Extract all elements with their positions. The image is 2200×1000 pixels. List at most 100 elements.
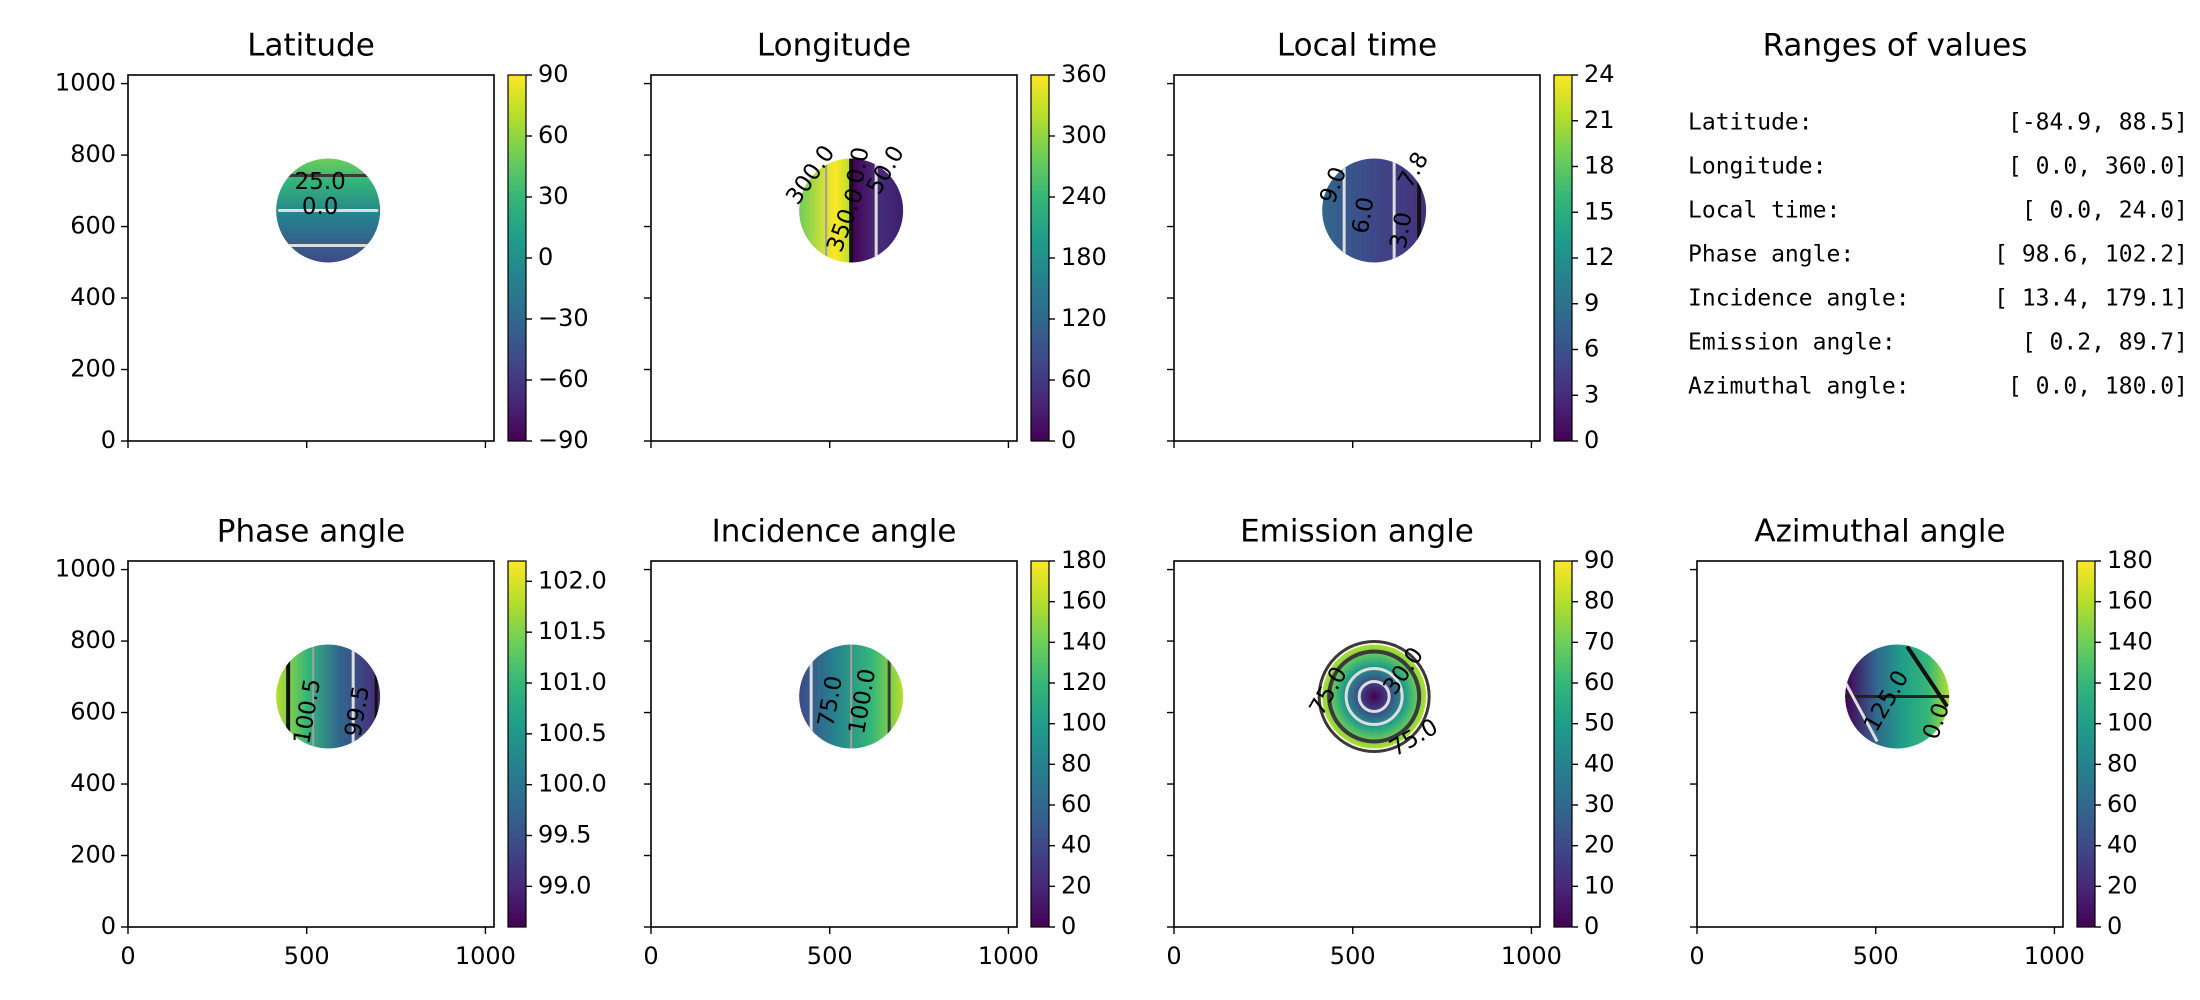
colorbar-tick-label: 120 [1061, 668, 1107, 696]
range-label: Azimuthal angle: [1688, 374, 1910, 400]
colorbar-tick-label: 40 [2107, 831, 2138, 859]
colorbar-tick-label: 140 [1061, 627, 1107, 655]
contour-line [1845, 675, 1879, 743]
range-label: Emission angle: [1688, 330, 1896, 356]
range-value: [ 0.0, 360.0] [2008, 154, 2188, 180]
colorbar-tick-label: 100 [2107, 709, 2153, 737]
colorbar-tick-label: 90 [538, 60, 569, 88]
colorbar-tick-label: 60 [1061, 790, 1092, 818]
range-label: Phase angle: [1688, 242, 1854, 268]
y-tick-label: 400 [70, 283, 116, 311]
contours [278, 173, 379, 247]
colorbar-tick-label: 10 [1584, 871, 1615, 899]
y-tick-label: 600 [70, 698, 116, 726]
colorbar-tick-label: 15 [1584, 197, 1615, 225]
x-tick-label: 500 [1330, 942, 1376, 970]
panel-title: Phase angle [217, 514, 405, 550]
colorbar-tick-label: 300 [1061, 121, 1107, 149]
colorbar-tick-label: 21 [1584, 106, 1615, 134]
range-value: [ 0.2, 89.7] [2022, 330, 2188, 356]
y-tick-label: 1000 [55, 69, 116, 97]
x-tick-label: 500 [1853, 942, 1899, 970]
y-tick-label: 0 [101, 912, 116, 940]
range-value: [ 98.6, 102.2] [1994, 242, 2188, 268]
colorbar-tick-label: 20 [1061, 871, 1092, 899]
panel-5: Phase angle 0 500 1000 0 200 400 600 800 1000 100.… [55, 514, 607, 971]
y-tick-label: 600 [70, 212, 116, 240]
axes-frame [650, 560, 1018, 928]
x-tick-label: 1000 [1501, 942, 1562, 970]
colorbar [1553, 74, 1573, 442]
range-value: [ 0.0, 24.0] [2022, 198, 2188, 224]
panel-title: Local time [1277, 28, 1437, 64]
y-tick-label: 0 [101, 426, 116, 454]
colorbar-tick-label: 90 [1584, 546, 1615, 574]
axes-frame [650, 74, 1018, 442]
axes-frame [1173, 560, 1541, 928]
colorbar-tick-label: 100 [1061, 709, 1107, 737]
colorbar-tick-label: 240 [1061, 182, 1107, 210]
colorbar-tick-label: 101.5 [538, 617, 607, 645]
range-label: Incidence angle: [1688, 286, 1910, 312]
colorbar [2076, 560, 2096, 928]
panel-2: Longitude300.0350.00.050.036030024018012… [644, 28, 1107, 454]
panel-4: Ranges of values Latitude: [-84.9, 88.5] Lo… [1688, 28, 2188, 400]
colorbar [507, 560, 527, 928]
colorbar-tick-label: 30 [538, 182, 569, 210]
contour-line [1317, 639, 1431, 753]
x-tick-label: 500 [807, 942, 853, 970]
colorbar [1553, 560, 1573, 928]
contour-label: 6.0 [1348, 195, 1380, 236]
x-tick-label: 0 [120, 942, 135, 970]
colorbar-tick-label: 360 [1061, 60, 1107, 88]
colorbar-tick-label: 50 [1584, 709, 1615, 737]
panel-1: Latitude 0 200 400 600 800 1000 25.00.0 90 60 30 0 −… [55, 28, 589, 455]
axes-frame [1696, 560, 2064, 928]
colorbar-tick-label: 102.0 [538, 566, 607, 594]
x-tick-label: 1000 [455, 942, 516, 970]
axes-frame [1173, 74, 1541, 442]
y-tick-label: 1000 [55, 555, 116, 583]
panel-title: Azimuthal angle [1754, 514, 2005, 550]
colorbar-tick-label: 12 [1584, 243, 1615, 271]
panel-title: Latitude [247, 28, 375, 64]
contour-line [1357, 679, 1391, 713]
colorbar-tick-label: 80 [1061, 749, 1092, 777]
colorbar-tick-label: 180 [1061, 546, 1107, 574]
range-label: Latitude: [1688, 110, 1813, 136]
colorbar-tick-label: 60 [2107, 790, 2138, 818]
y-tick-label: 200 [70, 355, 116, 383]
colorbar-tick-label: 18 [1584, 152, 1615, 180]
range-value: [ 13.4, 179.1] [1994, 286, 2188, 312]
colorbar-tick-label: 20 [1584, 831, 1615, 859]
range-label: Longitude: [1688, 154, 1826, 180]
colorbar-tick-label: 99.5 [538, 821, 591, 849]
colorbar [1030, 74, 1050, 442]
axes-frame [127, 74, 495, 442]
contours [825, 158, 878, 263]
colorbar-tick-label: 101.0 [538, 668, 607, 696]
x-tick-label: 0 [643, 942, 658, 970]
contours [1845, 645, 1950, 743]
disk-image [1322, 644, 1427, 749]
colorbar-tick-label: 180 [2107, 546, 2153, 574]
colorbar-tick-label: 0 [2107, 912, 2122, 940]
colorbar-tick-label: 80 [1584, 587, 1615, 615]
colorbar-tick-label: 0 [1584, 426, 1599, 454]
colorbar-tick-label: 40 [1061, 831, 1092, 859]
colorbar-tick-label: 100.5 [538, 719, 607, 747]
range-label: Local time: [1688, 198, 1840, 224]
colorbar-tick-label: 160 [1061, 587, 1107, 615]
colorbar-tick-label: 60 [1584, 668, 1615, 696]
contour-label: 0.0 [843, 145, 875, 186]
colorbar-tick-label: 160 [2107, 587, 2153, 615]
colorbar-tick-label: 6 [1584, 335, 1599, 363]
colorbar-tick-label: −90 [538, 426, 589, 454]
y-tick-label: 400 [70, 769, 116, 797]
y-tick-label: 200 [70, 841, 116, 869]
contour-label: 0.0 [302, 194, 339, 220]
colorbar-tick-label: −30 [538, 304, 589, 332]
